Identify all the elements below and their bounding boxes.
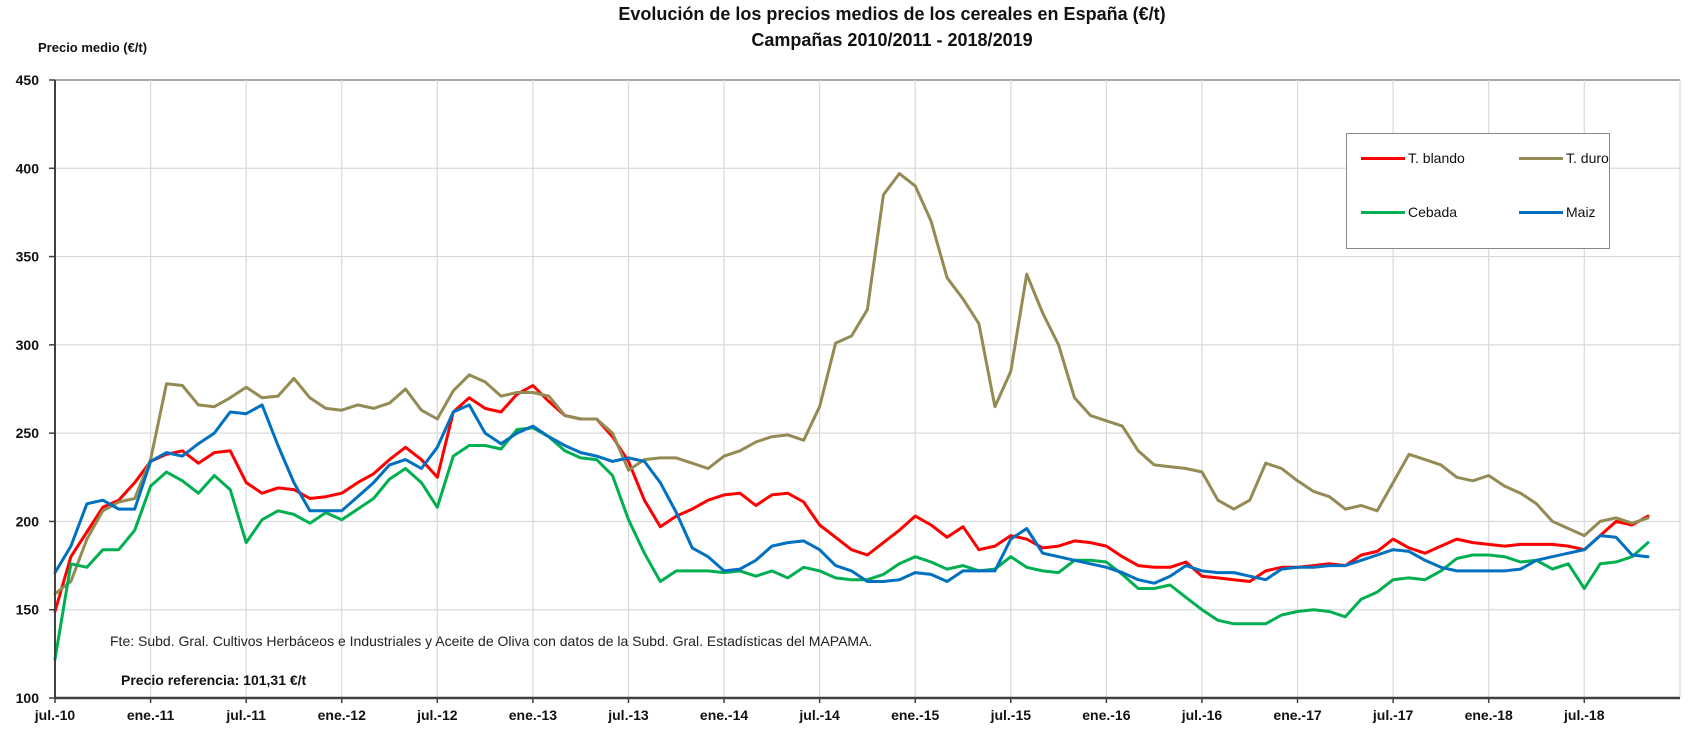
legend-label: T. duro bbox=[1566, 150, 1609, 166]
legend: T. blando T. duro Cebada Maiz bbox=[1346, 133, 1610, 249]
x-tick-label: ene.-15 bbox=[891, 707, 939, 723]
x-tick-label: jul.-12 bbox=[416, 707, 458, 723]
y-tick-label: 450 bbox=[16, 72, 40, 88]
x-tick-label: ene.-17 bbox=[1273, 707, 1321, 723]
source-note: Fte: Subd. Gral. Cultivos Herbáceos e In… bbox=[110, 633, 873, 649]
series-line-t-blando bbox=[53, 384, 1650, 613]
x-tick-labels: jul.-10 ene.-11 jul.-11 ene.-12 jul.-12 ene.-… bbox=[34, 707, 1605, 723]
y-tick-labels: 100 150 200 250 300 350 400 450 bbox=[16, 72, 40, 706]
y-axis-label: Precio medio (€/t) bbox=[38, 40, 148, 55]
legend-swatch-maiz bbox=[1519, 210, 1563, 214]
y-tick-label: 400 bbox=[16, 160, 40, 176]
x-tick-label: jul.-17 bbox=[1372, 707, 1414, 723]
y-tick-label: 200 bbox=[16, 513, 40, 529]
x-tick-label: jul.-18 bbox=[1563, 707, 1605, 723]
y-tick-label: 150 bbox=[16, 602, 40, 618]
y-tick-label: 350 bbox=[16, 249, 40, 265]
x-tick-label: jul.-15 bbox=[990, 707, 1032, 723]
x-tick-label: ene.-18 bbox=[1465, 707, 1513, 723]
x-tick-label: ene.-13 bbox=[509, 707, 557, 723]
legend-swatch-cebada bbox=[1361, 210, 1405, 214]
x-tick-label: jul.-13 bbox=[607, 707, 649, 723]
chart-title: Evolución de los precios medios de los c… bbox=[618, 4, 1166, 24]
reference-price: Precio referencia: 101,31 €/t bbox=[121, 672, 307, 688]
legend-label: Maiz bbox=[1566, 204, 1596, 220]
x-tick-label: jul.-11 bbox=[225, 707, 266, 723]
x-tick-label: jul.-10 bbox=[34, 707, 76, 723]
x-tick-label: ene.-16 bbox=[1082, 707, 1130, 723]
x-tick-label: ene.-14 bbox=[700, 707, 748, 723]
x-tick-label: jul.-14 bbox=[798, 707, 840, 723]
legend-item-maiz: Maiz bbox=[1519, 204, 1596, 220]
x-tick-label: ene.-11 bbox=[127, 707, 175, 723]
legend-label: Cebada bbox=[1408, 204, 1458, 220]
x-tick-label: ene.-12 bbox=[318, 707, 366, 723]
y-tick-label: 300 bbox=[16, 337, 40, 353]
chart-subtitle: Campañas 2010/2011 - 2018/2019 bbox=[751, 30, 1033, 50]
y-tick-label: 250 bbox=[16, 425, 40, 441]
legend-item-t-duro: T. duro bbox=[1519, 150, 1609, 166]
legend-swatch-t-duro bbox=[1519, 156, 1563, 160]
series-line-t-duro bbox=[53, 172, 1650, 596]
axes bbox=[49, 79, 1680, 703]
series-line-maiz bbox=[53, 403, 1650, 585]
series-line-cebada bbox=[53, 426, 1650, 661]
y-tick-label: 100 bbox=[16, 690, 40, 706]
legend-item-t-blando: T. blando bbox=[1361, 150, 1465, 166]
legend-label: T. blando bbox=[1408, 150, 1465, 166]
legend-item-cebada: Cebada bbox=[1361, 204, 1457, 220]
series-lines bbox=[53, 172, 1650, 661]
legend-swatch-t-blando bbox=[1361, 156, 1405, 160]
x-tick-label: jul.-16 bbox=[1181, 707, 1223, 723]
